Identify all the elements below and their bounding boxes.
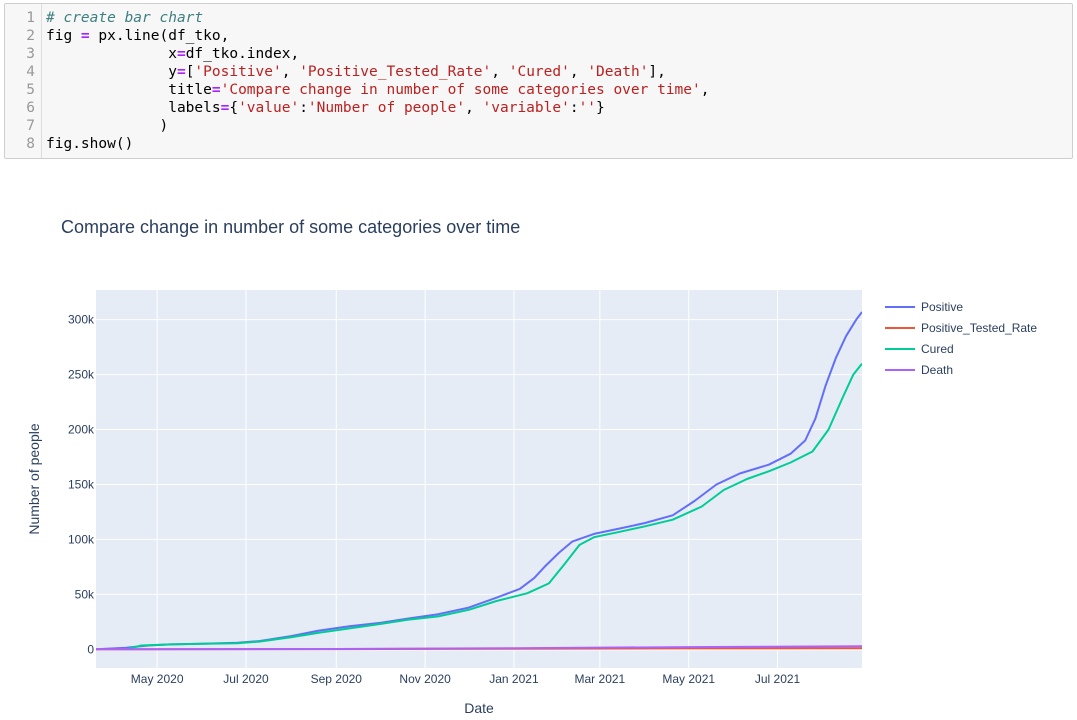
chart-title: Compare change in number of some categor… [61, 217, 521, 237]
x-axis-title: Date [464, 700, 494, 716]
y-tick-label: 300k [68, 313, 95, 327]
y-tick-label: 150k [68, 477, 95, 491]
line-number: 7 [26, 118, 35, 134]
series-line-cured [126, 362, 862, 651]
code-line: y=['Positive', 'Positive_Tested_Rate', '… [46, 64, 666, 80]
x-tick-label: Jan 2021 [489, 672, 539, 686]
line-number: 8 [26, 136, 35, 152]
line-number: 4 [26, 64, 35, 80]
x-tick-label: Jul 2020 [223, 672, 269, 686]
x-tick-label: Mar 2021 [575, 672, 626, 686]
line-number: 3 [26, 46, 35, 62]
series-line-death [96, 645, 862, 651]
legend-item: Cured [921, 342, 954, 356]
line-number-gutter [41, 4, 42, 158]
x-tick-label: Jul 2021 [755, 672, 801, 686]
code-line: fig.show() [46, 136, 134, 152]
code-line: # create bar chart [46, 10, 204, 26]
line-number: 6 [26, 100, 35, 116]
line-number: 2 [26, 28, 35, 44]
line-number: 1 [26, 10, 35, 26]
series-line-positive-tested-rate [96, 647, 862, 651]
legend-item: Positive_Tested_Rate [921, 321, 1037, 335]
y-tick-label: 50k [75, 587, 95, 601]
plot-area [96, 290, 862, 668]
x-tick-label: Sep 2020 [311, 672, 363, 686]
y-tick-label: 0 [87, 642, 94, 656]
code-line: fig = px.line(df_tko, [46, 28, 230, 44]
series-line-positive [96, 311, 862, 651]
legend-item: Positive [921, 300, 963, 314]
y-tick-label: 250k [68, 368, 95, 382]
y-axis-title: Number of people [26, 423, 42, 535]
code-line: ) [46, 118, 169, 134]
x-tick-label: May 2021 [662, 672, 715, 686]
x-tick-label: May 2020 [131, 672, 184, 686]
code-line: x=df_tko.index, [46, 46, 300, 62]
code-line: labels={'value':'Number of people', 'var… [46, 100, 605, 116]
y-tick-label: 100k [68, 532, 95, 546]
code-line: title='Compare change in number of some … [46, 82, 710, 98]
code-cell[interactable]: 1 # create bar chart 2 fig = px.line(df_tko… [4, 3, 1073, 159]
line-number: 5 [26, 82, 35, 98]
y-tick-label: 200k [68, 423, 95, 437]
legend-item: Death [921, 363, 953, 377]
x-tick-label: Nov 2020 [399, 672, 451, 686]
